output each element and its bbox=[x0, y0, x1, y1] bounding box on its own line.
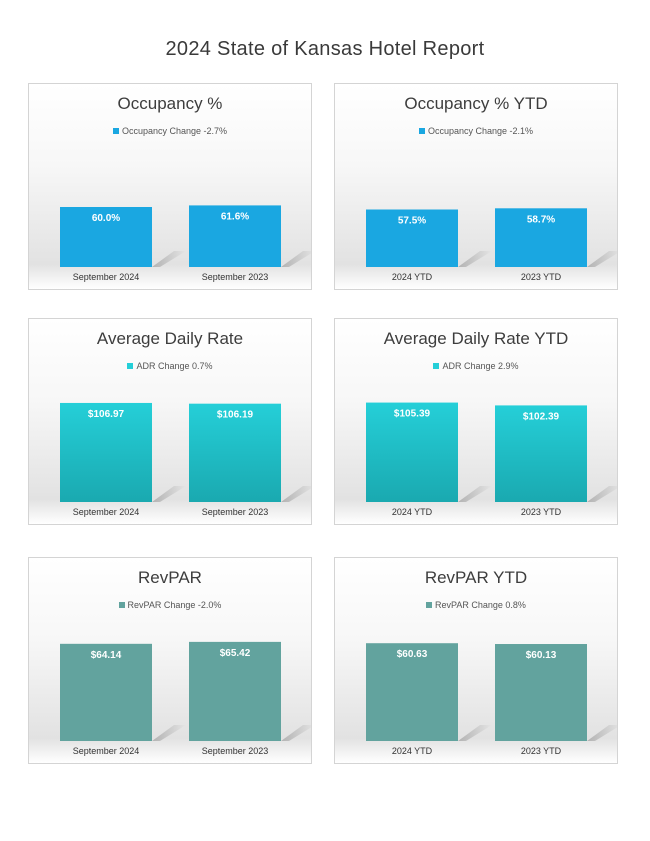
chart-legend: Occupancy Change -2.1% bbox=[335, 126, 617, 136]
bar-shadow bbox=[152, 251, 186, 267]
data-label: 57.5% bbox=[398, 216, 426, 227]
chart-legend: ADR Change 0.7% bbox=[29, 361, 311, 371]
bar-2 bbox=[495, 644, 587, 741]
category-label: September 2024 bbox=[73, 272, 140, 282]
bar-shadow bbox=[587, 251, 617, 267]
page-title: 2024 State of Kansas Hotel Report bbox=[165, 38, 485, 60]
category-label: September 2023 bbox=[202, 507, 269, 517]
category-label: 2023 YTD bbox=[521, 746, 562, 756]
bar-shadow bbox=[458, 486, 492, 502]
data-label: 58.7% bbox=[527, 214, 555, 225]
chart-title: RevPAR bbox=[138, 568, 202, 587]
legend-label: ADR Change 0.7% bbox=[136, 361, 213, 371]
category-label: September 2023 bbox=[202, 272, 269, 282]
data-label: 60.0% bbox=[92, 213, 120, 224]
bar-2 bbox=[189, 205, 281, 267]
bar-2 bbox=[495, 405, 587, 502]
bar-shadow bbox=[587, 486, 617, 502]
legend-label: ADR Change 2.9% bbox=[442, 361, 519, 371]
chart-legend: ADR Change 2.9% bbox=[335, 361, 617, 371]
bar-2 bbox=[189, 641, 281, 741]
bar-1 bbox=[366, 209, 458, 267]
legend-label: RevPAR Change 0.8% bbox=[435, 600, 526, 610]
category-label: 2024 YTD bbox=[392, 272, 433, 282]
category-label: 2023 YTD bbox=[521, 507, 562, 517]
legend-label: RevPAR Change -2.0% bbox=[127, 600, 222, 610]
bar-shadow bbox=[281, 725, 311, 741]
revpar-chart: RevPAR RevPAR Change -2.0% $64.14 Septemb… bbox=[28, 557, 312, 764]
category-label: 2023 YTD bbox=[521, 272, 562, 282]
bar-shadow bbox=[281, 486, 311, 502]
legend-label: Occupancy Change -2.1% bbox=[427, 126, 534, 136]
category-label: September 2023 bbox=[202, 746, 269, 756]
occupancy-chart: Occupancy % Occupancy Change -2.7% 60.0%… bbox=[28, 83, 312, 290]
adr-ytd-chart: Average Daily Rate YTD ADR Change 2.9% $… bbox=[334, 318, 618, 525]
bar-1 bbox=[366, 643, 458, 741]
legend-swatch bbox=[433, 362, 440, 369]
legend-swatch bbox=[127, 362, 134, 369]
chart-plot: 60.0% September 2024 61.6% September 2023 bbox=[60, 205, 311, 282]
data-label: $102.39 bbox=[523, 411, 560, 422]
bar-shadow bbox=[458, 251, 492, 267]
category-label: September 2024 bbox=[73, 746, 140, 756]
data-label: $60.63 bbox=[397, 649, 428, 660]
legend-swatch bbox=[118, 601, 125, 608]
legend-swatch bbox=[426, 601, 433, 608]
data-label: $64.14 bbox=[91, 650, 122, 661]
bar-1 bbox=[60, 643, 152, 741]
data-label: $106.97 bbox=[88, 409, 125, 420]
chart-title: Occupancy % YTD bbox=[404, 94, 548, 113]
chart-plot: $60.63 2024 YTD $60.13 2023 YTD bbox=[366, 643, 617, 756]
bar-2 bbox=[495, 208, 587, 267]
data-label: 61.6% bbox=[221, 211, 249, 222]
bar-shadow bbox=[152, 486, 186, 502]
chart-legend: RevPAR Change -2.0% bbox=[29, 600, 311, 610]
bar-1 bbox=[60, 402, 152, 502]
bar-shadow bbox=[152, 725, 186, 741]
legend-swatch bbox=[112, 127, 119, 134]
bar-shadow bbox=[281, 251, 311, 267]
chart-plot: 57.5% 2024 YTD 58.7% 2023 YTD bbox=[366, 208, 617, 282]
occupancy-ytd-chart: Occupancy % YTD Occupancy Change -2.1% 5… bbox=[334, 83, 618, 290]
chart-legend: Occupancy Change -2.7% bbox=[29, 126, 311, 136]
category-label: September 2024 bbox=[73, 507, 140, 517]
chart-title: Average Daily Rate bbox=[96, 329, 244, 348]
chart-plot: $105.39 2024 YTD $102.39 2023 YTD bbox=[366, 402, 617, 517]
adr-chart: Average Daily Rate ADR Change 0.7% $106.… bbox=[28, 318, 312, 525]
bar-1 bbox=[60, 207, 152, 267]
data-label: $60.13 bbox=[526, 650, 557, 661]
chart-title: Average Daily Rate YTD bbox=[383, 329, 569, 348]
legend-label: Occupancy Change -2.7% bbox=[121, 126, 228, 136]
bar-1 bbox=[366, 402, 458, 502]
revpar-ytd-chart: RevPAR YTD RevPAR Change 0.8% $60.63 2024… bbox=[334, 557, 618, 764]
chart-plot: $106.97 September 2024 $106.19 September 20… bbox=[60, 402, 311, 517]
category-label: 2024 YTD bbox=[392, 507, 433, 517]
chart-plot: $64.14 September 2024 $65.42 September 2023 bbox=[60, 641, 311, 756]
chart-title: Occupancy % bbox=[117, 94, 223, 113]
data-label: $105.39 bbox=[394, 409, 431, 420]
bar-2 bbox=[189, 403, 281, 502]
legend-swatch bbox=[418, 127, 425, 134]
chart-title: RevPAR YTD bbox=[424, 568, 528, 587]
data-label: $106.19 bbox=[217, 410, 254, 421]
bar-shadow bbox=[587, 725, 617, 741]
chart-legend: RevPAR Change 0.8% bbox=[335, 600, 617, 610]
bar-shadow bbox=[458, 725, 492, 741]
category-label: 2024 YTD bbox=[392, 746, 433, 756]
data-label: $65.42 bbox=[220, 648, 251, 659]
